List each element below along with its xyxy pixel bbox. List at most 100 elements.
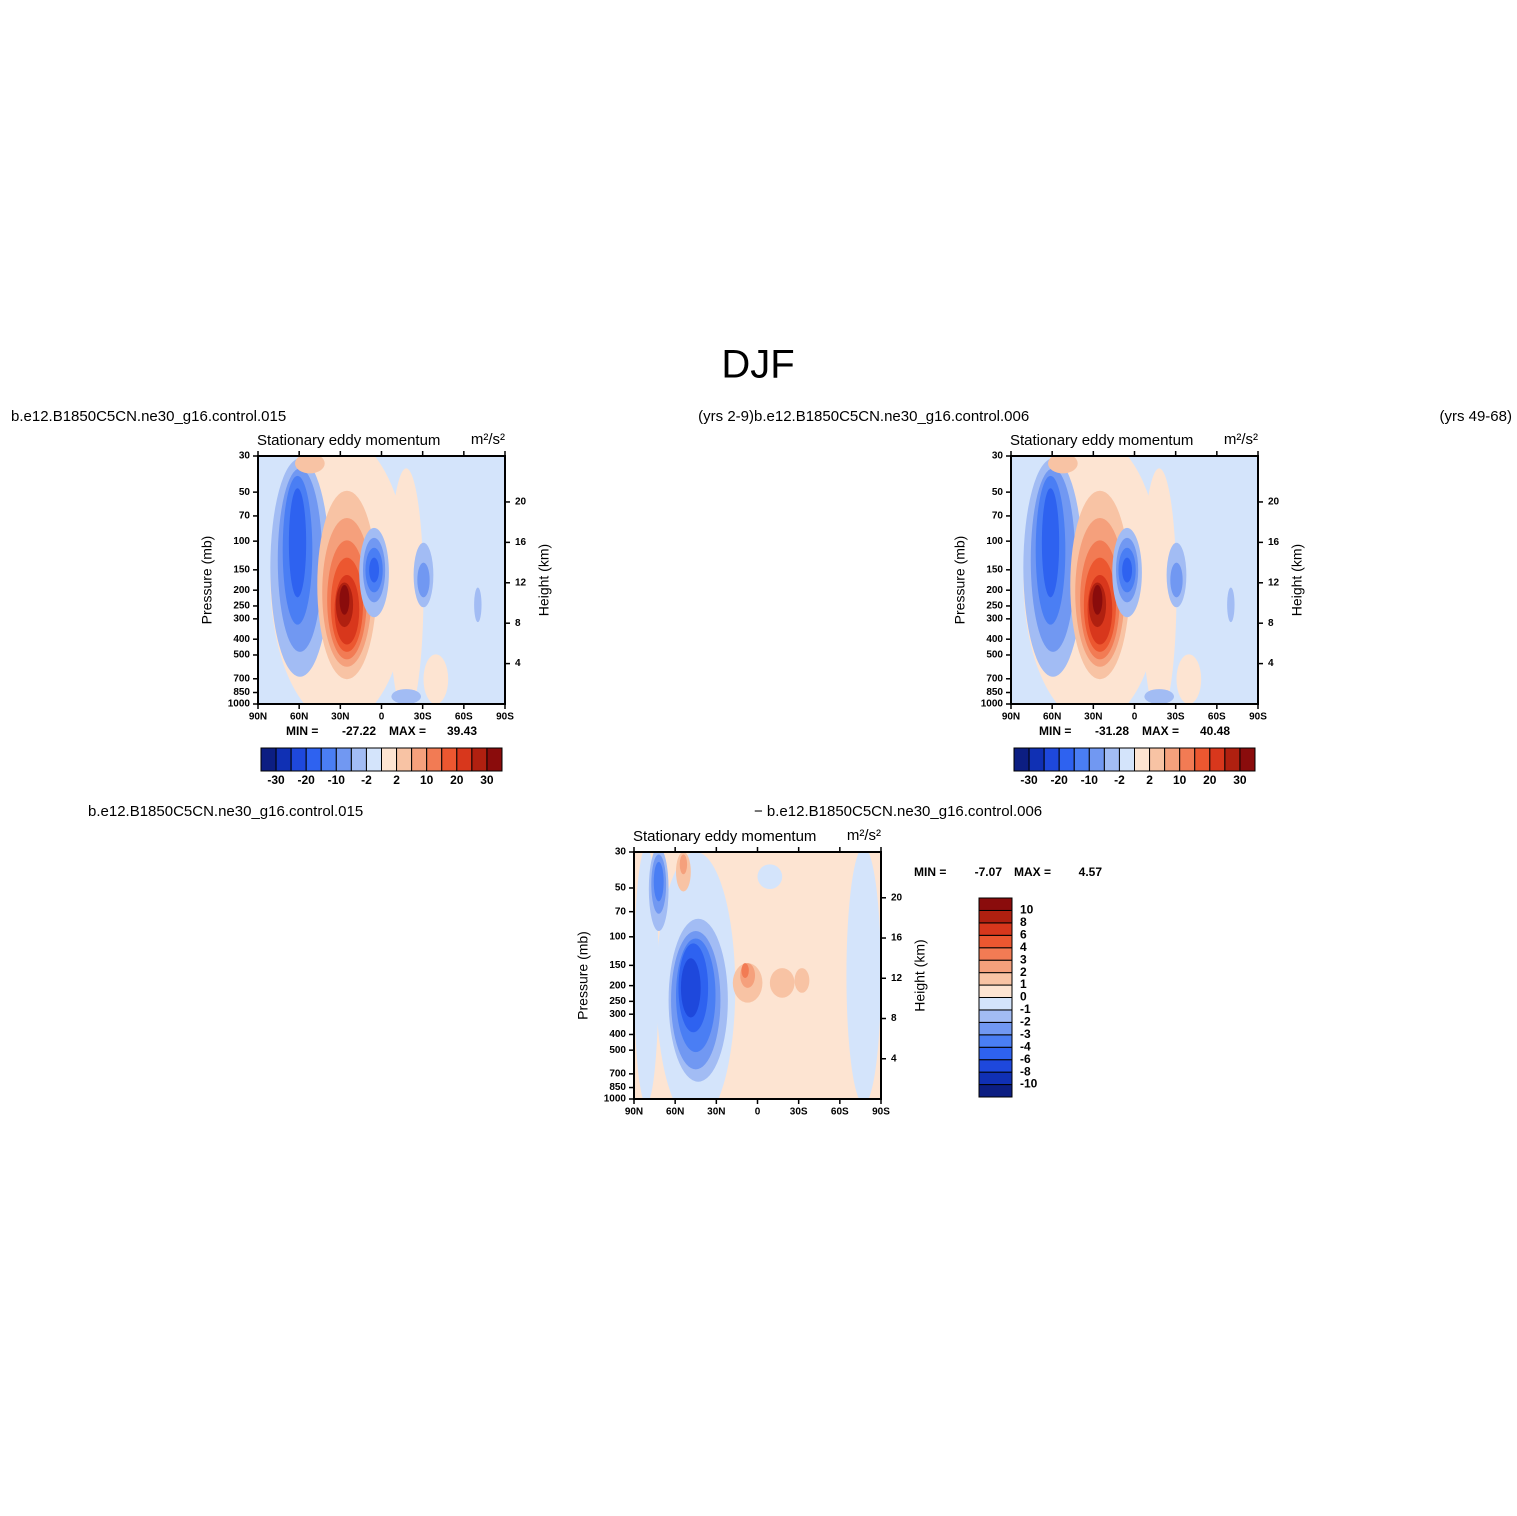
colorbar-box bbox=[411, 747, 428, 772]
colorbar-label: -10 bbox=[1081, 773, 1099, 787]
colorbar-label: -6 bbox=[1020, 1052, 1031, 1066]
contour-fill bbox=[1092, 584, 1103, 615]
x-tick-label: 60N bbox=[1043, 712, 1061, 723]
min-value: -7.07 bbox=[975, 865, 1003, 879]
x-tick-label: 30N bbox=[707, 1107, 725, 1118]
colorbar-label: 1 bbox=[1020, 977, 1027, 991]
colorbar-box bbox=[471, 747, 488, 772]
x-tick-label: 60N bbox=[290, 712, 308, 723]
y-tick-label: 150 bbox=[986, 564, 1003, 575]
y2-tick-label: 16 bbox=[1268, 537, 1280, 548]
contour-fill bbox=[369, 557, 380, 583]
colorbar-box bbox=[978, 1084, 1013, 1098]
x-tick-label: 30N bbox=[331, 712, 349, 723]
colorbar-box bbox=[978, 934, 1013, 949]
colorbar-label: -3 bbox=[1020, 1027, 1031, 1041]
colorbar-box bbox=[1149, 747, 1166, 772]
colorbar-label: 4 bbox=[1020, 940, 1027, 954]
max-value: 4.57 bbox=[1079, 865, 1103, 879]
y-tick-label: 50 bbox=[615, 883, 627, 894]
colorbar-label: 10 bbox=[1020, 903, 1034, 917]
contour-fill bbox=[288, 488, 307, 598]
contour-fill bbox=[769, 968, 795, 998]
colorbar-label: -1 bbox=[1020, 1002, 1031, 1016]
colorbar-box bbox=[335, 747, 352, 772]
y-tick-label: 30 bbox=[615, 847, 627, 858]
colorbar-label: 30 bbox=[480, 773, 494, 787]
colorbar-label: -2 bbox=[1114, 773, 1125, 787]
colorbar-label: 10 bbox=[1173, 773, 1187, 787]
y-tick-label: 200 bbox=[233, 585, 250, 596]
units: m²/s² bbox=[1224, 431, 1258, 448]
colorbar-box bbox=[978, 1021, 1013, 1036]
colorbar-label: 2 bbox=[1020, 965, 1027, 979]
contour-fill bbox=[1041, 488, 1060, 598]
contour-fill bbox=[679, 854, 688, 875]
y-tick-label: 150 bbox=[609, 960, 626, 971]
colorbar-box bbox=[978, 909, 1013, 924]
y-tick-label: 100 bbox=[609, 931, 626, 942]
x-tick-label: 0 bbox=[755, 1107, 761, 1118]
y-tick-label: 400 bbox=[233, 634, 250, 645]
colorbar-label: 10 bbox=[420, 773, 434, 787]
colorbar-label: 30 bbox=[1233, 773, 1247, 787]
colorbar-label: -8 bbox=[1020, 1064, 1031, 1078]
y-tick-label: 850 bbox=[233, 687, 250, 698]
colorbar-box bbox=[305, 747, 322, 772]
max-label: MAX = bbox=[1014, 865, 1051, 879]
y2-tick-label: 8 bbox=[891, 1013, 897, 1024]
max-label: MAX = bbox=[1142, 724, 1179, 738]
colorbar-box bbox=[426, 747, 443, 772]
colorbar-box bbox=[978, 1059, 1013, 1073]
x-tick-label: 60S bbox=[455, 712, 473, 723]
colorbar-box bbox=[441, 747, 458, 772]
contour-fill bbox=[295, 456, 325, 474]
colorbar-box bbox=[290, 747, 307, 772]
y-tick-label: 400 bbox=[609, 1029, 626, 1040]
y-tick-label: 700 bbox=[233, 673, 250, 684]
y-tick-label: 70 bbox=[992, 511, 1004, 522]
colorbar-box bbox=[275, 747, 292, 772]
y-tick-label: 250 bbox=[986, 601, 1003, 612]
contour-fill bbox=[1227, 587, 1235, 623]
y-tick-label: 850 bbox=[609, 1082, 626, 1093]
y-tick-label: 250 bbox=[609, 996, 626, 1007]
y-tick-label: 500 bbox=[986, 650, 1003, 661]
y-tick-label: 300 bbox=[233, 613, 250, 624]
contour-fill bbox=[417, 562, 430, 598]
x-tick-label: 30S bbox=[414, 712, 432, 723]
colorbar-label: 6 bbox=[1020, 927, 1027, 941]
x-tick-label: 90S bbox=[872, 1107, 890, 1118]
left-string: b.e12.B1850C5CN.ne30_g16.control.006 bbox=[754, 408, 1029, 425]
y-tick-label: 500 bbox=[609, 1045, 626, 1056]
contour-field bbox=[258, 456, 505, 704]
y-tick-label: 400 bbox=[986, 634, 1003, 645]
x-tick-label: 0 bbox=[379, 712, 385, 723]
colorbar-box bbox=[978, 1034, 1013, 1048]
colorbar-box bbox=[365, 747, 382, 772]
contour-fill bbox=[653, 861, 664, 902]
right-string: (yrs 2-9) bbox=[698, 408, 754, 425]
min-label: MIN = bbox=[914, 865, 946, 879]
y2-tick-label: 16 bbox=[891, 933, 903, 944]
colorbar-box bbox=[978, 972, 1013, 986]
right-string: (yrs 49-68) bbox=[1439, 408, 1512, 425]
colorbar-label: 2 bbox=[393, 773, 400, 787]
colorbar-label: 20 bbox=[450, 773, 464, 787]
colorbar-box bbox=[978, 1071, 1013, 1086]
contour-fill bbox=[1176, 654, 1202, 704]
contour-fill bbox=[1122, 557, 1133, 583]
contour-fill bbox=[474, 587, 482, 623]
colorbar-box bbox=[978, 922, 1013, 936]
y-tick-label: 50 bbox=[239, 487, 251, 498]
contour-fill bbox=[1144, 689, 1175, 704]
x-tick-label: 30N bbox=[1084, 712, 1102, 723]
y-tick-label: 300 bbox=[986, 613, 1003, 624]
colorbar-label: 3 bbox=[1020, 952, 1027, 966]
y2-tick-label: 12 bbox=[515, 577, 527, 588]
plot-title: Stationary eddy momentum bbox=[257, 432, 440, 449]
y2-tick-label: 20 bbox=[1268, 497, 1280, 508]
contour-fill bbox=[794, 968, 810, 993]
colorbar-label: -2 bbox=[361, 773, 372, 787]
